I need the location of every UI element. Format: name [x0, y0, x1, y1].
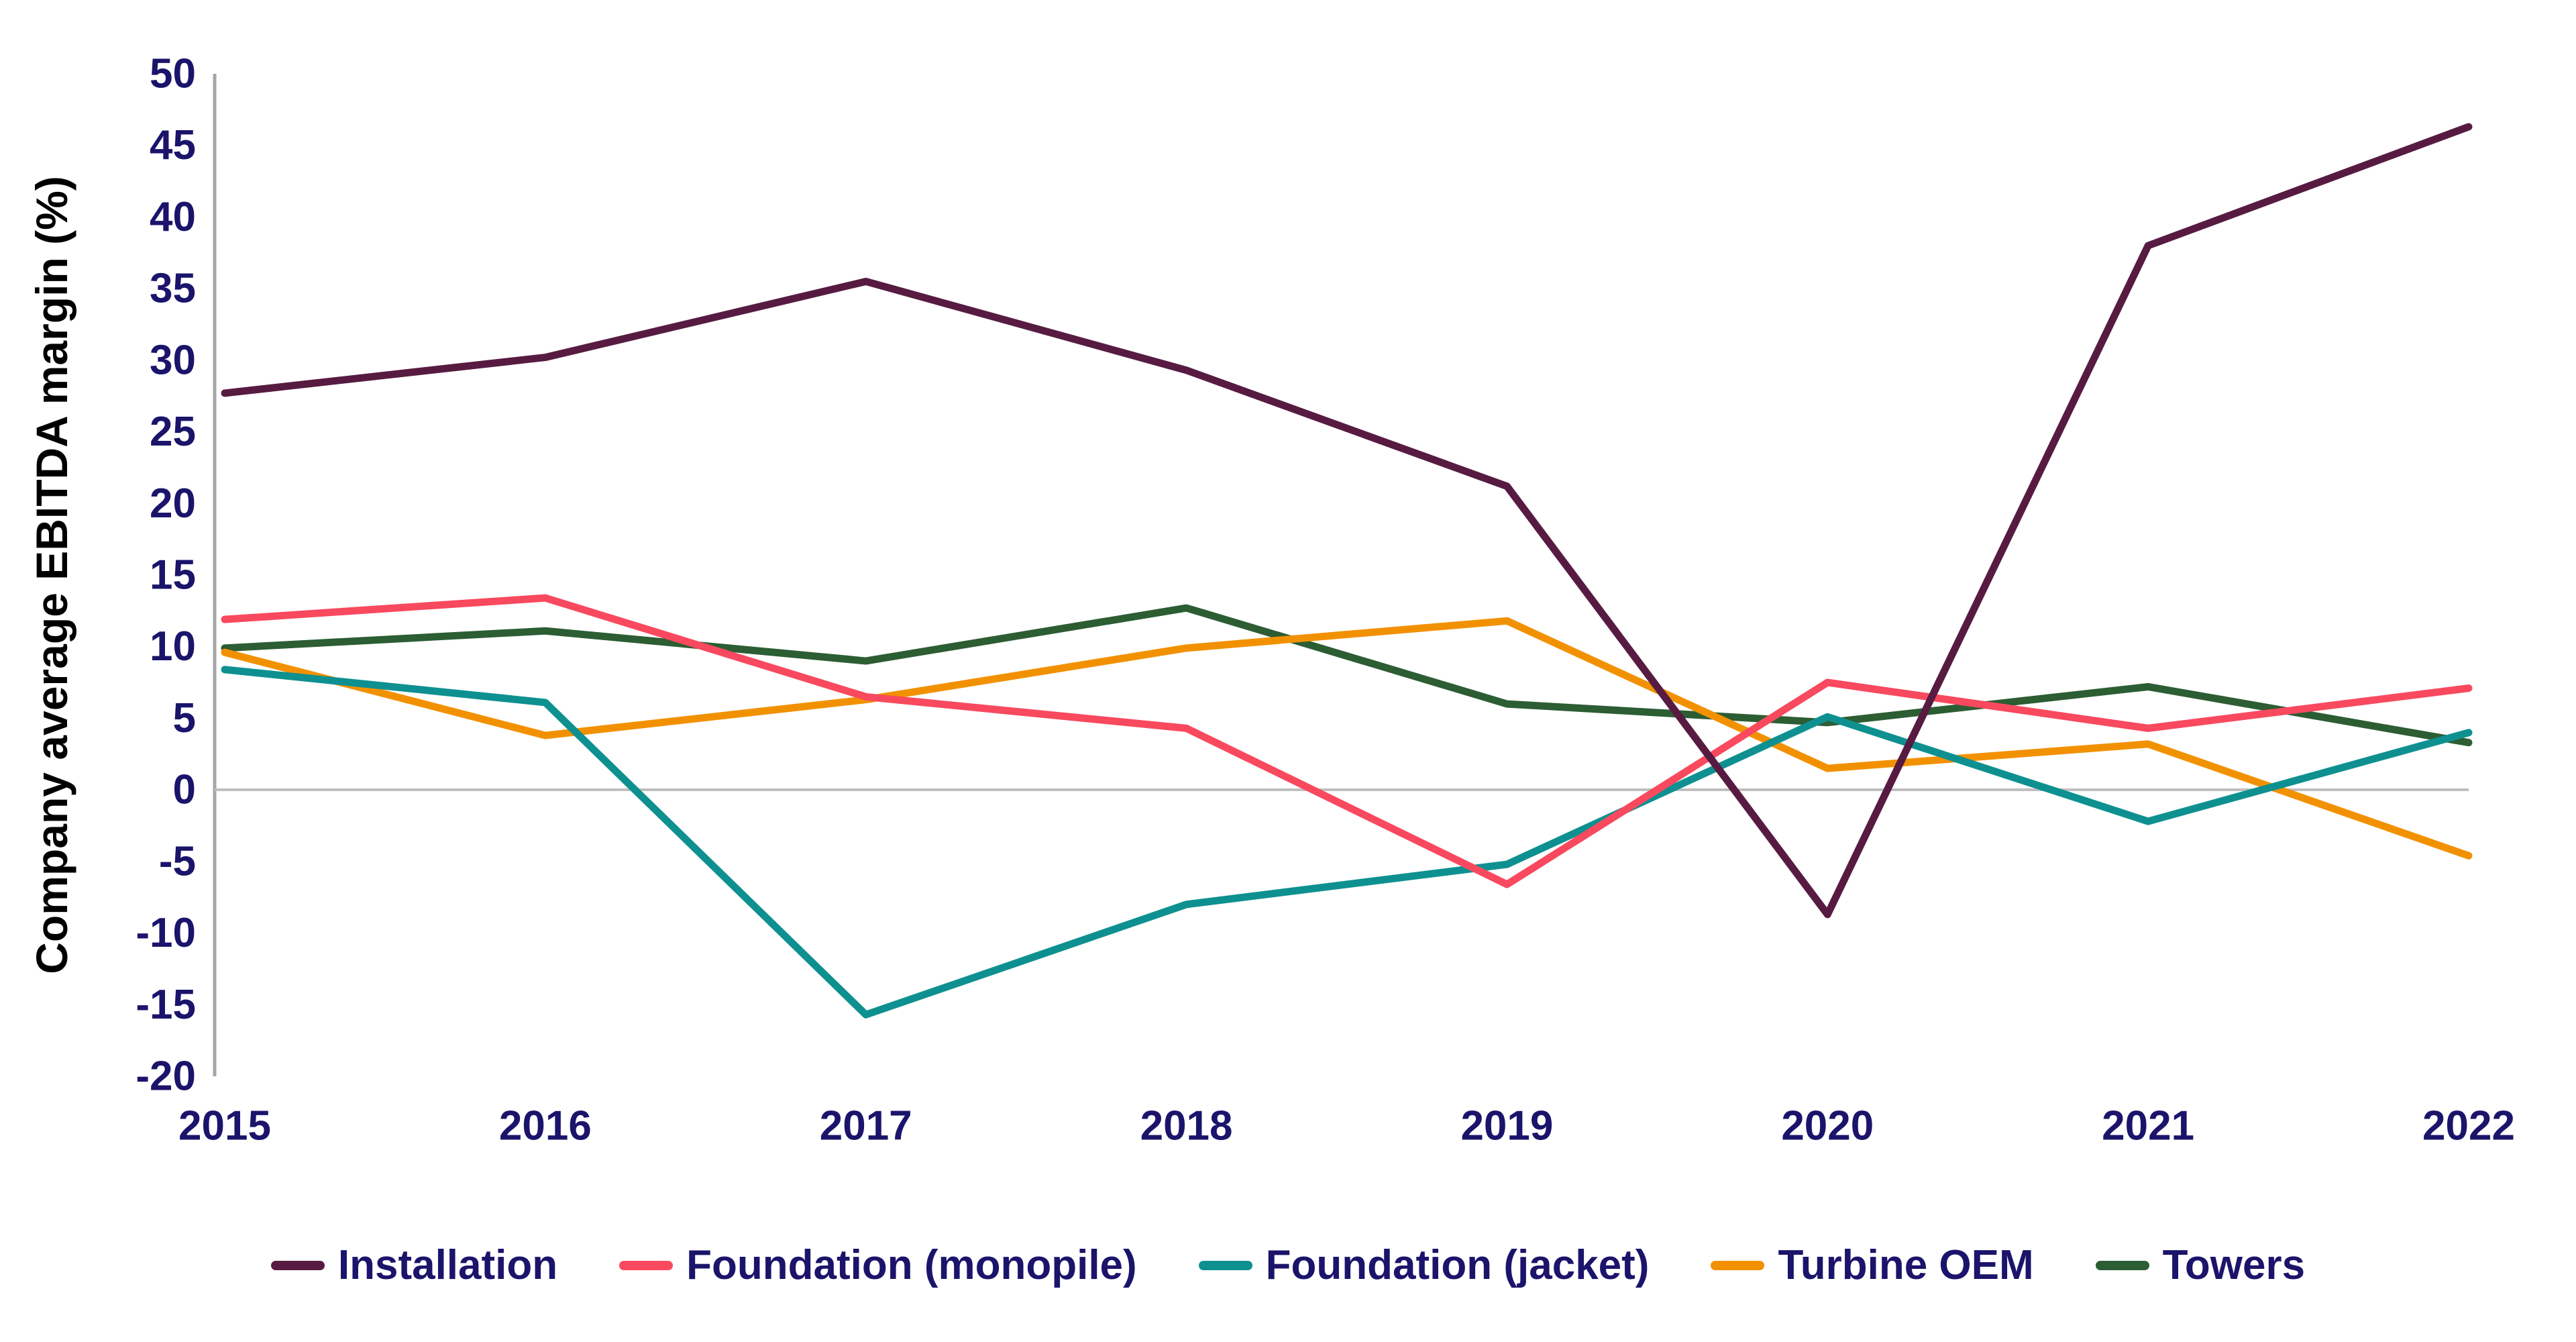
- y-axis-title: Company average EBITDA margin (%): [27, 176, 76, 974]
- y-tick-label: 15: [150, 552, 196, 599]
- legend-swatch-icon: [270, 1261, 325, 1270]
- series-lines: [221, 123, 2473, 1019]
- legend-label: Foundation (jacket): [1265, 1242, 1650, 1288]
- chart-legend: Installation Foundation (monopile) Foundat…: [0, 1233, 2576, 1298]
- x-tick-label: 2021: [2102, 1103, 2194, 1149]
- x-tick-label: 2020: [1781, 1103, 1874, 1149]
- legend-swatch-icon: [1711, 1261, 1765, 1270]
- x-tick-labels: 2015 2016 2017 2018 2019 2020 2021 2022: [178, 1103, 2515, 1149]
- legend-label: Towers: [2162, 1242, 2306, 1288]
- y-tick-label: 40: [150, 194, 196, 240]
- y-tick-label: -15: [136, 982, 196, 1028]
- legend-label: Turbine OEM: [1778, 1242, 2034, 1288]
- legend-swatch-icon: [2095, 1261, 2149, 1270]
- y-tick-label: -5: [159, 838, 196, 884]
- series-line-foundation-monopile: [221, 594, 2473, 888]
- legend-swatch-icon: [619, 1261, 674, 1270]
- y-tick-label: 35: [150, 266, 196, 312]
- y-tick-label: -20: [136, 1053, 196, 1100]
- series-line-foundation-jacket: [221, 666, 2473, 1019]
- y-tick-label: 45: [150, 122, 196, 168]
- legend-item-foundation-monopile: Foundation (monopile): [619, 1245, 1137, 1286]
- series-line-turbine-oem: [221, 617, 2473, 860]
- series-line-installation: [221, 123, 2473, 919]
- legend-item-foundation-jacket: Foundation (jacket): [1198, 1242, 1650, 1288]
- legend-item-turbine-oem: Turbine OEM: [1711, 1242, 2034, 1288]
- y-tick-label: 30: [150, 337, 196, 383]
- x-tick-label: 2015: [178, 1103, 271, 1149]
- x-tick-label: 2017: [820, 1103, 912, 1149]
- y-tick-label: 50: [150, 51, 196, 97]
- x-tick-label: 2019: [1460, 1103, 1553, 1149]
- y-tick-label: 5: [173, 695, 196, 741]
- y-tick-label: -10: [136, 910, 196, 956]
- x-tick-label: 2022: [2422, 1103, 2515, 1149]
- y-tick-label: 0: [173, 767, 196, 813]
- y-tick-label: 25: [150, 409, 196, 455]
- y-tick-label: 20: [150, 480, 196, 527]
- legend-item-towers: Towers: [2095, 1242, 2306, 1288]
- y-tick-label: 10: [150, 623, 196, 670]
- legend-label: Foundation (monopile): [686, 1242, 1137, 1288]
- x-tick-label: 2016: [499, 1103, 592, 1149]
- x-tick-label: 2018: [1140, 1103, 1233, 1149]
- legend-swatch-icon: [1198, 1261, 1252, 1270]
- legend-item-installation: Installation: [270, 1242, 558, 1288]
- legend-label: Installation: [337, 1242, 558, 1288]
- series-line-towers: [221, 604, 2473, 747]
